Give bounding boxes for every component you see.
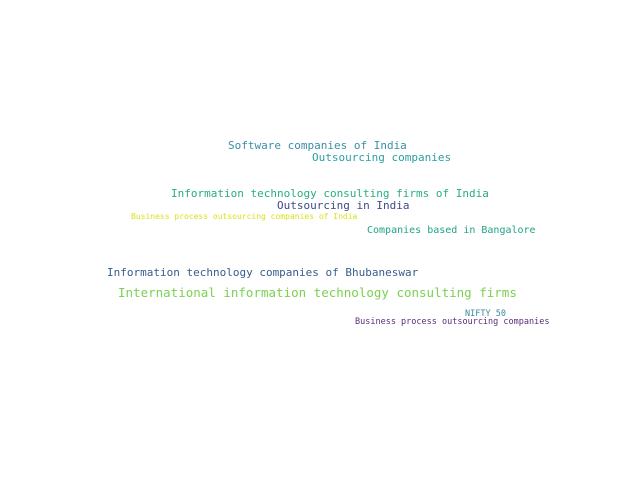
word-it-consulting-firms-of-india: Information technology consulting firms …: [171, 187, 489, 200]
word-it-companies-of-bhubaneswar: Information technology companies of Bhub…: [107, 266, 419, 279]
word-outsourcing-in-india: Outsourcing in India: [277, 199, 410, 212]
word-outsourcing-companies: Outsourcing companies: [312, 151, 452, 164]
word-international-it-consulting-firms: International information technology con…: [118, 285, 517, 300]
word-nifty-50: NIFTY 50: [465, 309, 506, 319]
word-software-companies-of-india: Software companies of India: [228, 139, 407, 152]
word-companies-based-in-bangalore: Companies based in Bangalore: [367, 225, 536, 236]
word-bpo-companies-of-india: Business process outsourcing companies o…: [131, 212, 358, 221]
word-bpo-companies: Business process outsourcing companies: [355, 317, 550, 327]
